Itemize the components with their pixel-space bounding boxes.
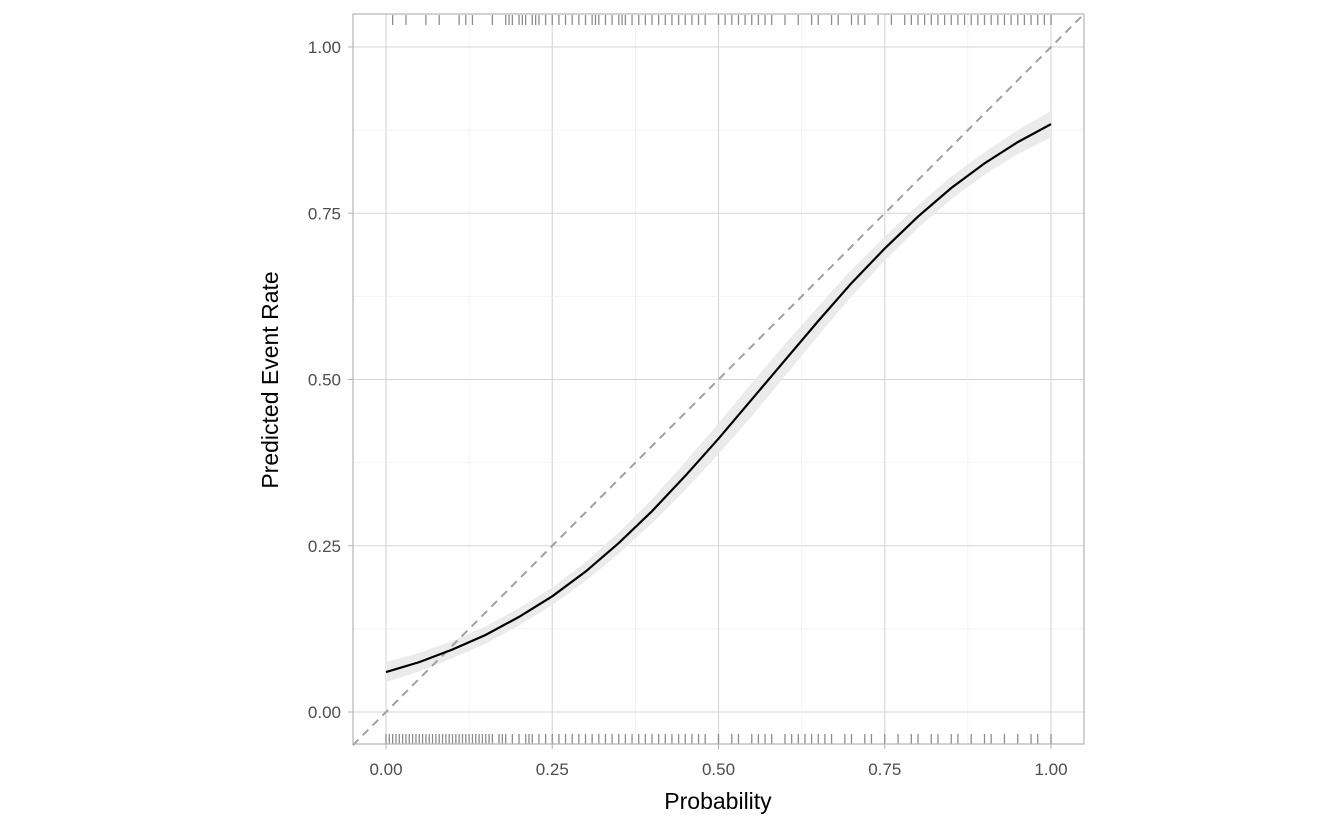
x-tick-label: 0.00	[369, 760, 402, 779]
y-tick-label: 0.50	[308, 371, 341, 390]
y-tick-label: 0.75	[308, 204, 341, 223]
calibration-curve	[385, 123, 1052, 674]
x-tick-label: 0.25	[536, 760, 569, 779]
confidence-band-area	[386, 110, 1051, 683]
y-tick-label: 1.00	[308, 38, 341, 57]
y-axis-title: Predicted Event Rate	[257, 271, 283, 488]
grid	[353, 14, 1084, 744]
confidence-band	[386, 110, 1051, 683]
fitted-line	[385, 123, 1052, 674]
y-tick-labels: 0.00 0.25 0.50 0.75 1.00	[308, 38, 353, 722]
x-tick-labels: 0.00 0.25 0.50 0.75 1.00	[369, 744, 1068, 779]
diagonal-reference	[352, 13, 1085, 746]
x-axis-title: Probability	[664, 788, 772, 814]
reference-line	[352, 13, 1085, 746]
x-tick-label: 1.00	[1034, 760, 1067, 779]
x-tick-label: 0.75	[868, 760, 901, 779]
rug-marks	[385, 15, 1052, 744]
x-tick-label: 0.50	[702, 760, 735, 779]
y-tick-label: 0.25	[308, 537, 341, 556]
y-tick-label: 0.00	[308, 703, 341, 722]
